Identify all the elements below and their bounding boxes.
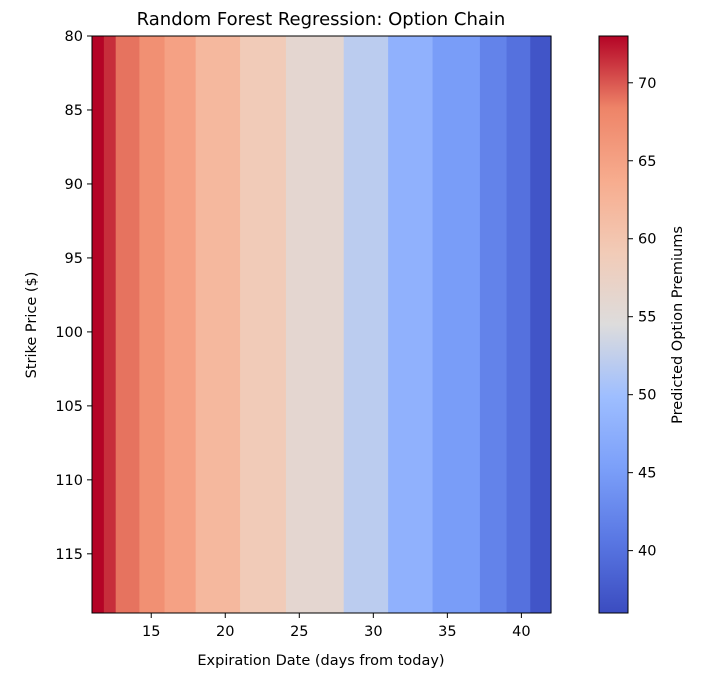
colorbar-label: Predicted Option Premiums (670, 226, 686, 424)
x-axis-ticks: 15 20 25 30 35 40 (142, 613, 531, 640)
colorbar-tick-label: 55 (638, 310, 656, 326)
heatmap-cell (164, 36, 197, 613)
x-tick-label: 40 (512, 624, 530, 640)
x-tick-label: 35 (438, 624, 456, 640)
y-axis-label: Strike Price ($) (24, 272, 40, 379)
x-tick-label: 15 (142, 624, 160, 640)
heatmap-cell (103, 36, 117, 613)
colorbar-tick-label: 40 (638, 544, 656, 560)
colorbar-tick-label: 60 (638, 232, 656, 248)
heatmap-cell (115, 36, 140, 613)
heatmap-cell (285, 36, 345, 613)
heatmap-cell (530, 36, 552, 613)
y-tick-label: 80 (65, 29, 83, 45)
y-tick-label: 110 (55, 473, 83, 489)
colorbar-ticks: 40 45 50 55 60 65 70 (628, 76, 656, 560)
y-tick-label: 95 (65, 251, 83, 267)
colorbar-tick-label: 70 (638, 76, 656, 92)
x-axis-label: Expiration Date (days from today) (197, 653, 444, 669)
heatmap-cell (139, 36, 166, 613)
heatmap-cell (432, 36, 481, 613)
x-tick-label: 25 (290, 624, 308, 640)
heatmap-cell (506, 36, 531, 613)
heatmap-cells (92, 36, 552, 613)
colorbar (598, 35, 629, 614)
chart-title: Random Forest Regression: Option Chain (137, 9, 506, 30)
heatmap-cell (479, 36, 508, 613)
colorbar-tick-label: 45 (638, 466, 656, 482)
y-tick-label: 85 (65, 103, 83, 119)
heatmap-cell (343, 36, 389, 613)
heatmap-cell (240, 36, 287, 613)
x-tick-label: 30 (364, 624, 382, 640)
y-tick-label: 100 (55, 325, 83, 341)
plot-frame (91, 35, 552, 614)
y-axis-ticks: 80 85 90 95 100 105 110 115 (55, 29, 92, 563)
y-tick-label: 105 (55, 399, 83, 415)
heatmap-cell (388, 36, 434, 613)
y-tick-label: 90 (65, 177, 83, 193)
y-tick-label: 115 (55, 547, 83, 563)
colorbar-tick-label: 50 (638, 388, 656, 404)
colorbar-tick-label: 65 (638, 154, 656, 170)
x-tick-label: 20 (216, 624, 234, 640)
heatmap-cell (195, 36, 241, 613)
heatmap-cell (92, 36, 105, 613)
